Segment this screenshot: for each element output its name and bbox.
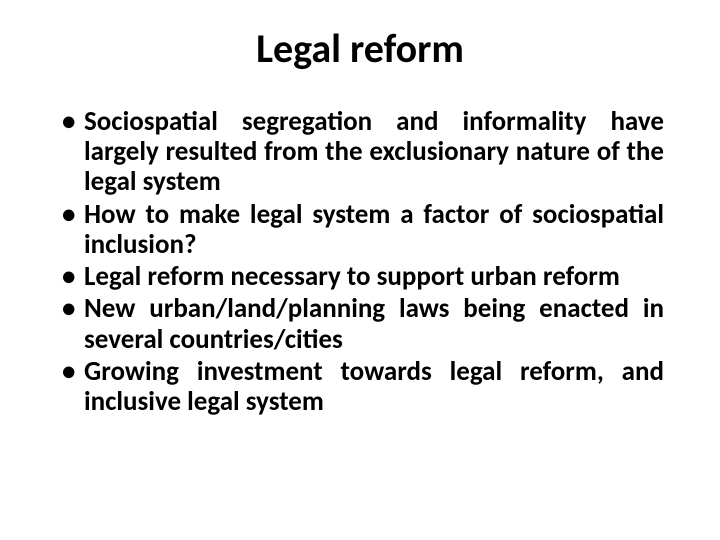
- slide: Legal reform Sociospatial segregation an…: [0, 0, 720, 540]
- list-item: New urban/land/planning laws being enact…: [56, 294, 664, 354]
- list-item: Legal reform necessary to support urban …: [56, 262, 664, 292]
- list-item: Sociospatial segregation and informality…: [56, 107, 664, 198]
- bullet-list: Sociospatial segregation and informality…: [56, 107, 664, 419]
- list-item: Growing investment towards legal reform,…: [56, 357, 664, 417]
- slide-title: Legal reform: [48, 24, 672, 73]
- list-item: How to make legal system a factor of soc…: [56, 200, 664, 260]
